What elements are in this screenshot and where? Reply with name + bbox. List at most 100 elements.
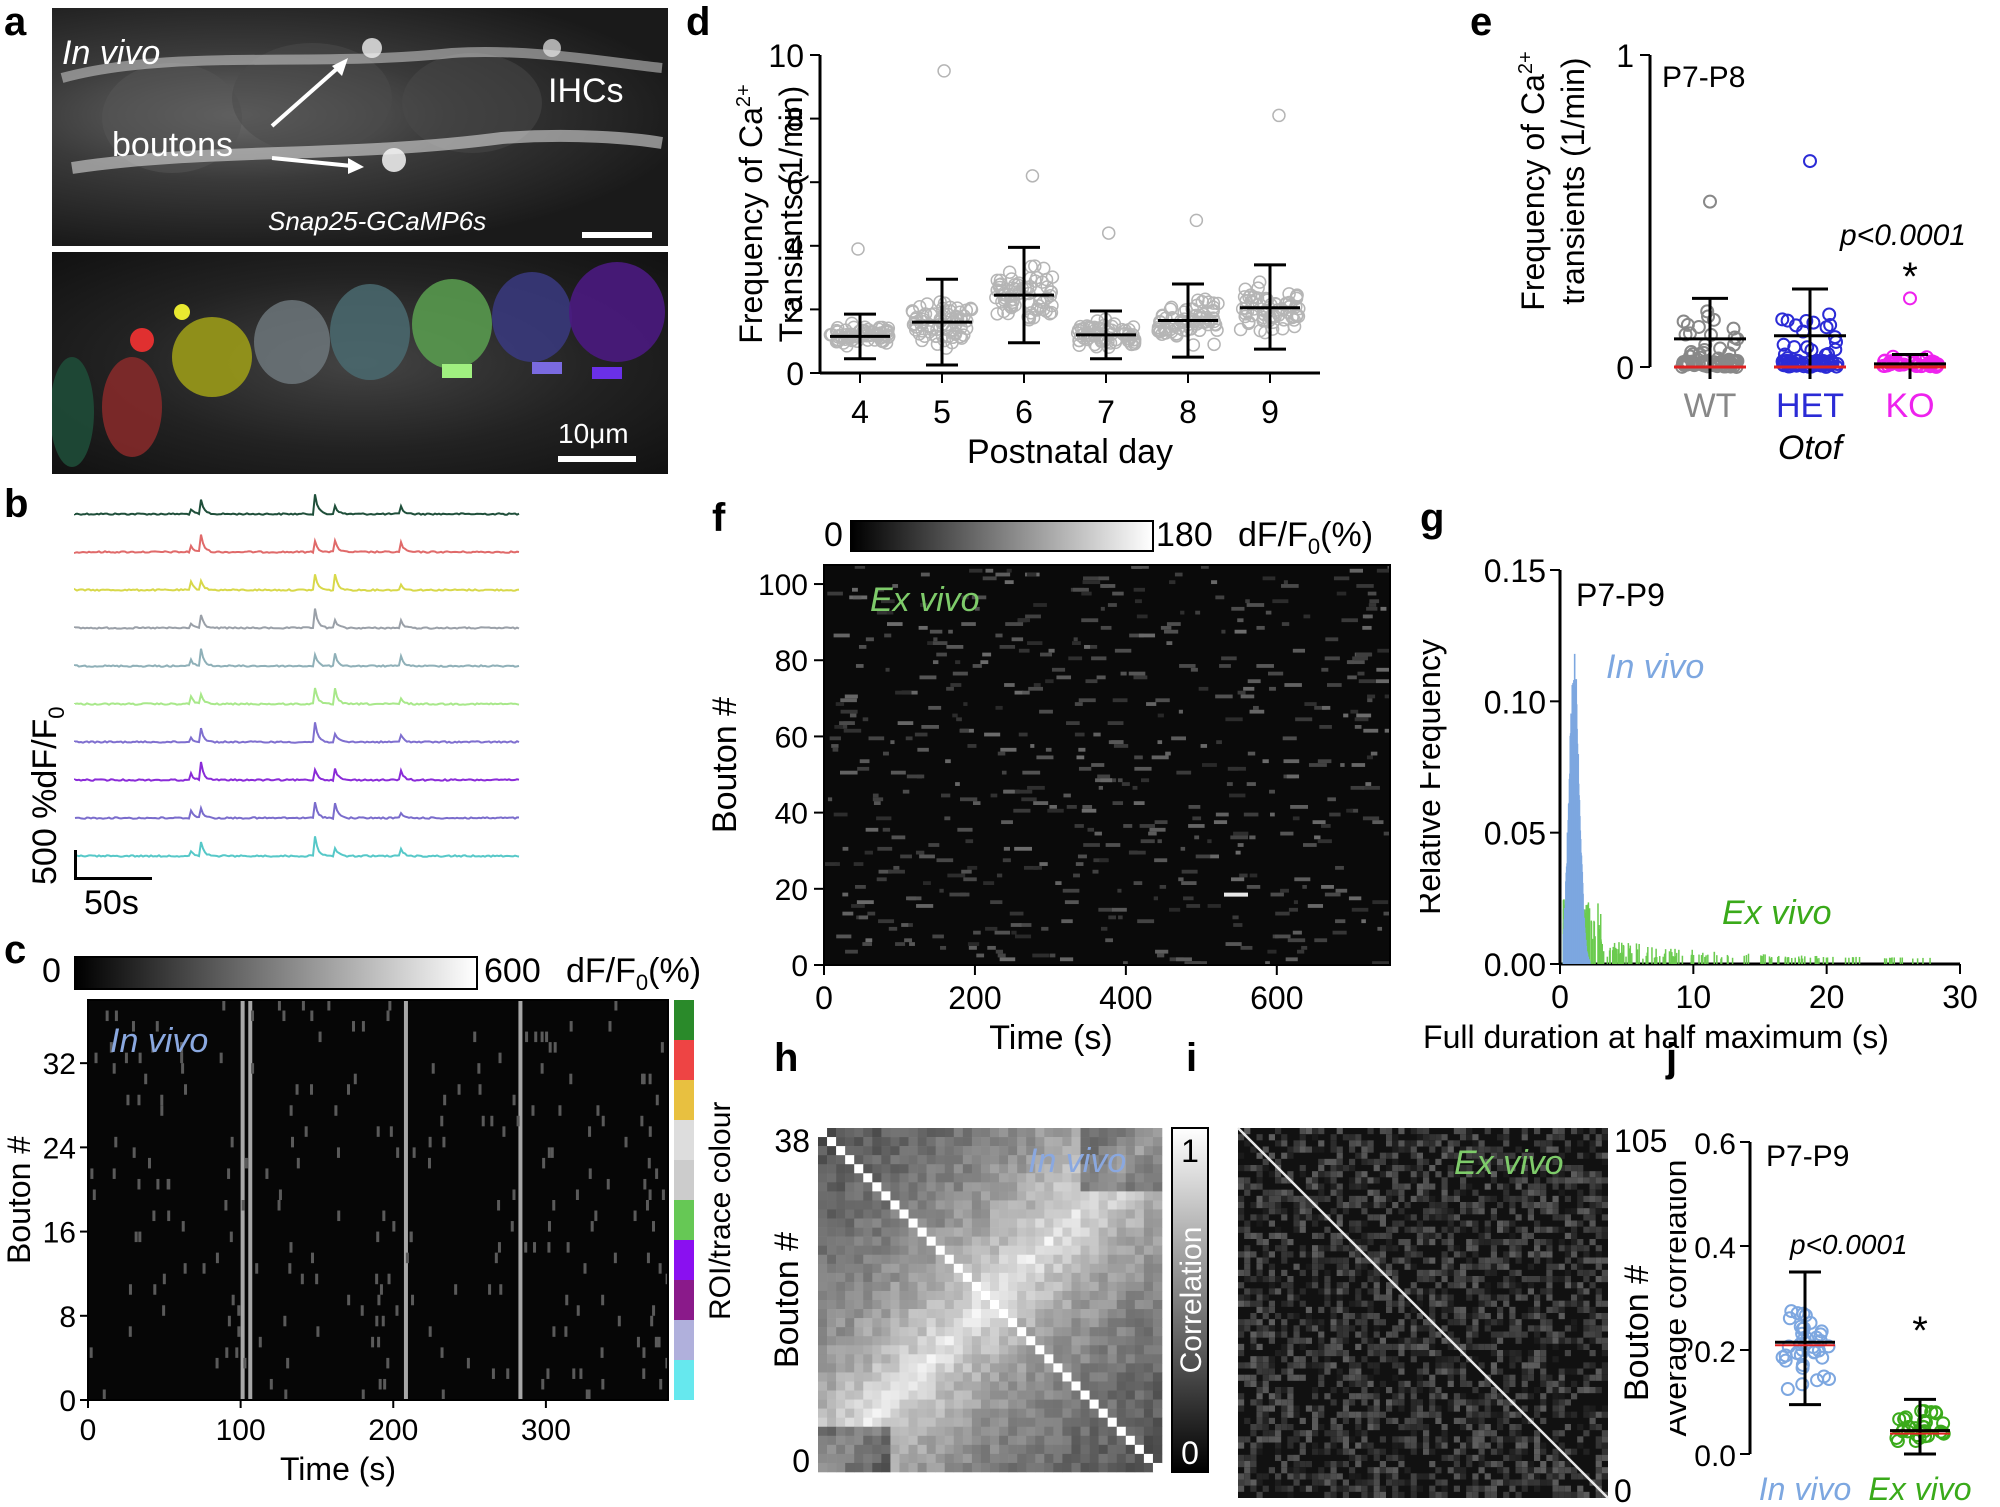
matrix-i-cell bbox=[1441, 1368, 1448, 1375]
matrix-h-cell bbox=[836, 1354, 846, 1364]
heatmap-f-spot bbox=[1304, 702, 1317, 706]
matrix-h-cell bbox=[1026, 1236, 1036, 1246]
matrix-h-cell bbox=[1134, 1164, 1145, 1174]
matrix-h-cell bbox=[1152, 1227, 1163, 1237]
matrix-i-cell bbox=[1324, 1171, 1331, 1178]
matrix-h-cell bbox=[971, 1164, 982, 1174]
chart-e-ylabel-sup: 2+ bbox=[1515, 51, 1537, 74]
matrix-i-cell bbox=[1577, 1257, 1584, 1264]
matrix-i-cell bbox=[1515, 1424, 1522, 1431]
matrix-i-cell bbox=[1546, 1276, 1553, 1283]
matrix-i-cell bbox=[1386, 1263, 1393, 1270]
matrix-h-cell bbox=[944, 1327, 955, 1337]
matrix-i-cell bbox=[1564, 1214, 1571, 1221]
heatmap-f-spot bbox=[990, 793, 998, 798]
heatmap-f-spot bbox=[1362, 785, 1380, 790]
matrix-h-cell bbox=[917, 1318, 927, 1328]
chart-g-bar-ex-vivo bbox=[1628, 948, 1630, 964]
heatmap-f-spot bbox=[867, 911, 876, 916]
matrix-h-cell bbox=[953, 1426, 964, 1437]
matrix-h-cell bbox=[1107, 1327, 1118, 1337]
heatmap-f-spot bbox=[1123, 824, 1133, 828]
matrix-i-cell bbox=[1521, 1294, 1528, 1301]
matrix-i-cell bbox=[1312, 1214, 1319, 1221]
matrix-h-cell bbox=[1053, 1254, 1063, 1265]
matrix-h-cell bbox=[1044, 1318, 1054, 1328]
matrix-i-cell bbox=[1460, 1263, 1467, 1270]
matrix-i-cell bbox=[1577, 1208, 1584, 1215]
matrix-h-cell bbox=[1116, 1290, 1127, 1301]
matrix-h-cell bbox=[1026, 1381, 1036, 1391]
matrix-h-cell bbox=[1116, 1399, 1127, 1409]
matrix-h-cell bbox=[1080, 1173, 1090, 1183]
matrix-h-cell bbox=[980, 1390, 991, 1400]
matrix-h-cell bbox=[836, 1435, 846, 1446]
matrix-h-cell bbox=[854, 1236, 864, 1246]
matrix-i-cell bbox=[1571, 1171, 1578, 1178]
chart-d-point bbox=[1026, 310, 1041, 325]
matrix-i-cell bbox=[1256, 1269, 1263, 1276]
matrix-h-cell bbox=[908, 1272, 918, 1283]
matrix-h-cell bbox=[827, 1363, 837, 1373]
matrix-h-cell bbox=[1143, 1290, 1154, 1301]
matrix-i-cell bbox=[1275, 1195, 1282, 1202]
matrix-h-cell bbox=[1044, 1354, 1054, 1364]
matrix-i-cell bbox=[1268, 1288, 1275, 1295]
matrix-h-cell bbox=[872, 1227, 882, 1237]
matrix-i-cell bbox=[1490, 1171, 1497, 1178]
matrix-h-cell bbox=[1008, 1209, 1018, 1219]
heatmap-f-spot bbox=[1376, 568, 1390, 573]
matrix-h-cell bbox=[863, 1200, 873, 1210]
heatmap-f-spot bbox=[1325, 637, 1339, 642]
matrix-h-cell bbox=[1098, 1218, 1108, 1228]
heatmap-f-spot bbox=[895, 690, 912, 695]
matrix-h-cell bbox=[845, 1327, 855, 1337]
matrix-i-cell bbox=[1546, 1177, 1553, 1184]
chart-g-ytick-label: 0.05 bbox=[1484, 816, 1546, 852]
matrix-h-cell bbox=[1071, 1173, 1081, 1183]
heatmap-c-spot bbox=[112, 1063, 116, 1074]
matrix-h-cell bbox=[881, 1309, 891, 1319]
matrix-h-cell bbox=[953, 1390, 964, 1400]
matrix-i-cell bbox=[1546, 1269, 1553, 1276]
heatmap-f-spot bbox=[1178, 709, 1183, 714]
matrix-h-cell bbox=[872, 1408, 882, 1418]
matrix-i-cell bbox=[1466, 1263, 1473, 1270]
matrix-h-cell bbox=[1116, 1453, 1127, 1464]
matrix-i-cell bbox=[1386, 1300, 1393, 1307]
heatmap-f-spot bbox=[1149, 827, 1166, 832]
matrix-i-cell bbox=[1355, 1362, 1362, 1369]
matrix-i-cell bbox=[1244, 1374, 1251, 1381]
heatmap-f-spot bbox=[997, 751, 1006, 756]
heatmap-f-spot bbox=[1365, 782, 1372, 786]
matrix-h-cell bbox=[1125, 1390, 1136, 1400]
matrix-h-cell bbox=[1152, 1318, 1163, 1328]
matrix-h-cell bbox=[854, 1327, 864, 1337]
heatmap-f-spot bbox=[1091, 656, 1107, 661]
matrix-i-cell bbox=[1472, 1245, 1479, 1252]
matrix-i-cell bbox=[1546, 1146, 1553, 1153]
matrix-i-cell bbox=[1238, 1226, 1245, 1233]
heatmap-f-spot bbox=[1281, 584, 1299, 588]
matrix-i-cell bbox=[1318, 1411, 1325, 1418]
matrix-i-cell bbox=[1404, 1263, 1411, 1270]
matrix-i-cell bbox=[1429, 1399, 1436, 1406]
matrix-h-cell bbox=[962, 1146, 973, 1156]
matrix-i-cell bbox=[1589, 1374, 1596, 1381]
matrix-i-cell bbox=[1392, 1374, 1399, 1381]
matrix-i-cell bbox=[1441, 1362, 1448, 1369]
matrix-i-cell bbox=[1453, 1269, 1460, 1276]
matrix-i-cell bbox=[1349, 1356, 1356, 1363]
chart-d-point bbox=[954, 313, 969, 327]
matrix-h-cell bbox=[890, 1309, 900, 1319]
matrix-i-cell bbox=[1404, 1387, 1411, 1394]
matrix-h-cell bbox=[863, 1245, 873, 1256]
matrix-h-cell bbox=[1143, 1146, 1154, 1156]
matrix-h-cell bbox=[890, 1444, 900, 1455]
matrix-i-cell bbox=[1373, 1214, 1380, 1221]
matrix-h-cell bbox=[1152, 1137, 1163, 1147]
matrix-h-cell bbox=[980, 1173, 991, 1183]
matrix-i-cell bbox=[1589, 1306, 1596, 1313]
matrix-i-cell bbox=[1484, 1343, 1491, 1350]
matrix-i-cell bbox=[1349, 1362, 1356, 1369]
